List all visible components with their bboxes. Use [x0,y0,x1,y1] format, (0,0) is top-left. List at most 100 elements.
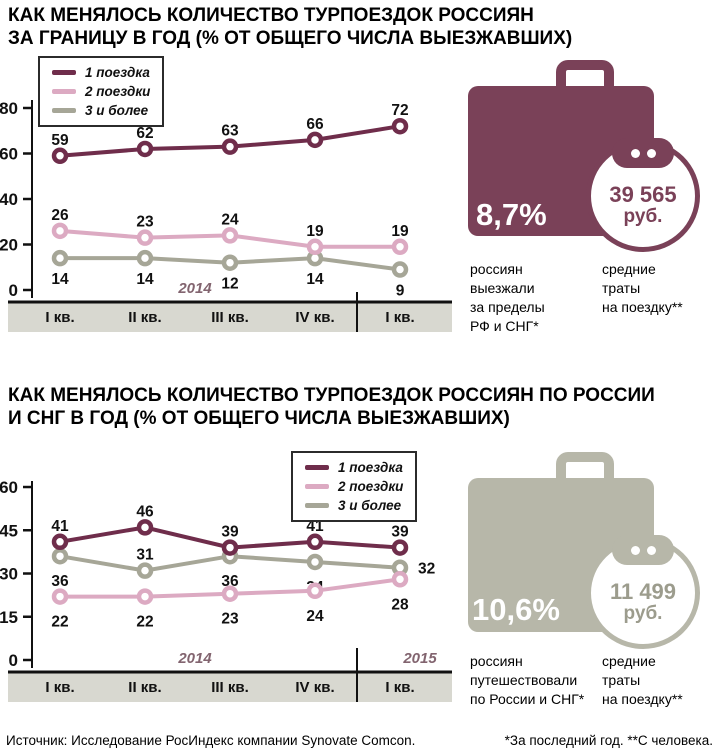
source-note: Источник: Исследование РосИндекс компани… [6,733,416,748]
svg-text:19: 19 [306,223,324,240]
avg-spend-domestic-currency: руб. [623,602,663,624]
svg-text:28: 28 [391,596,409,613]
svg-text:45: 45 [0,521,18,540]
stat-percent-domestic: 10,6% [472,592,560,627]
svg-text:2014: 2014 [177,650,212,667]
svg-text:60: 60 [0,145,18,164]
svg-text:23: 23 [136,214,154,231]
svg-text:59: 59 [51,132,69,149]
stat-percent-domestic-caption: россиян путешествовали по России и СНГ* [470,653,585,707]
avg-spend-domestic: 11 499 руб. [610,580,676,623]
legend-label-1-trip: 1 поездка [338,460,403,475]
legend-item: 1 поездка [52,65,150,80]
avg-spend-abroad-currency: руб. [623,205,663,227]
chart-domestic-title-line1: КАК МЕНЯЛОСЬ КОЛИЧЕСТВО ТУРПОЕЗДОК РОССИ… [8,385,655,406]
svg-text:IV кв.: IV кв. [295,309,334,326]
avg-spend-domestic-value: 11 499 [609,579,677,605]
chart-abroad-title: КАК МЕНЯЛОСЬ КОЛИЧЕСТВО ТУРПОЕЗДОК РОССИ… [8,4,708,50]
svg-text:19: 19 [391,223,409,240]
svg-text:9: 9 [396,283,405,300]
svg-text:36: 36 [221,573,239,590]
svg-text:22: 22 [136,614,153,631]
svg-text:14: 14 [306,271,324,288]
purse-clasp-icon [612,138,674,168]
clasp-dot [646,148,656,158]
abroad-trips-line-chart: I кв. II кв. III кв. IV кв. I кв. 80 60 40 20 0 20… [0,99,452,332]
legend-label-1-trip: 1 поездка [85,65,150,80]
svg-text:23: 23 [221,611,239,628]
svg-text:14: 14 [136,271,154,288]
svg-text:39: 39 [221,524,239,541]
svg-text:63: 63 [221,123,239,140]
svg-text:30: 30 [0,565,18,584]
legend-domestic: 1 поездка 2 поездки 3 и более [291,451,418,522]
svg-text:15: 15 [0,608,18,627]
svg-text:66: 66 [306,116,324,133]
svg-text:20: 20 [0,236,18,255]
legend-item: 3 и более [305,498,403,513]
chart-abroad-title-line1: КАК МЕНЯЛОСЬ КОЛИЧЕСТВО ТУРПОЕЗДОК РОССИ… [8,5,534,26]
clasp-dot [646,545,656,555]
purse-icon: 39 565 руб. [586,138,700,252]
domestic-trips-line-chart: I кв. II кв. III кв. IV кв. I кв. 60 45 30 15 0 20… [0,478,452,702]
svg-text:2015: 2015 [402,650,437,667]
svg-text:I кв.: I кв. [45,679,74,696]
clasp-dot [630,148,640,158]
legend-swatch-3-plus [305,503,329,508]
legend-abroad: 1 поездка 2 поездки 3 и более [38,56,165,127]
svg-text:40: 40 [0,190,18,209]
stat-percent-abroad-caption: россиян выезжали за пределы РФ и СНГ* [470,261,545,334]
legend-swatch-1-trip [52,70,76,75]
svg-text:72: 72 [391,102,408,119]
svg-text:II кв.: II кв. [128,309,161,326]
legend-label-2-trips: 2 поездки [85,84,151,99]
avg-spend-abroad: 39 565 руб. [609,183,676,226]
legend-swatch-2-trips [52,89,76,94]
legend-item: 1 поездка [305,460,403,475]
purse-clasp-icon [612,535,674,565]
legend-item: 2 поездки [305,479,403,494]
clasp-dot [630,545,640,555]
svg-text:39: 39 [391,524,409,541]
purse-icon: 11 499 руб. [586,535,700,649]
svg-text:III кв.: III кв. [211,679,249,696]
svg-text:IV кв.: IV кв. [295,679,334,696]
footnotes: *За последний год. **С человека. [504,733,713,748]
svg-text:I кв.: I кв. [385,679,414,696]
legend-swatch-3-plus [52,108,76,113]
legend-swatch-1-trip [305,465,329,470]
svg-text:26: 26 [51,207,69,224]
legend-swatch-2-trips [305,484,329,489]
svg-text:31: 31 [136,547,154,564]
avg-spend-abroad-caption: средние траты на поездку** [602,261,683,315]
svg-text:62: 62 [136,125,153,142]
svg-text:80: 80 [0,99,18,118]
svg-text:III кв.: III кв. [211,309,249,326]
chart-abroad-title-line2: ЗА ГРАНИЦУ В ГОД (% ОТ ОБЩЕГО ЧИСЛА ВЫЕЗ… [8,28,573,49]
svg-text:41: 41 [51,518,69,535]
svg-text:12: 12 [221,276,238,293]
svg-text:I кв.: I кв. [385,309,414,326]
svg-text:22: 22 [51,614,68,631]
svg-text:2014: 2014 [177,280,212,297]
svg-text:41: 41 [306,518,324,535]
svg-text:24: 24 [306,608,324,625]
chart-domestic-title-line2: И СНГ В ГОД (% ОТ ОБЩЕГО ЧИСЛА ВЫЕЗЖАВШИ… [8,408,510,429]
legend-item: 3 и более [52,103,150,118]
stat-percent-abroad: 8,7% [476,197,547,232]
svg-text:0: 0 [9,281,18,300]
legend-label-3-plus: 3 и более [338,498,402,513]
avg-spend-domestic-caption: средние траты на поездку** [602,653,683,707]
legend-label-3-plus: 3 и более [85,103,149,118]
svg-text:I кв.: I кв. [45,309,74,326]
legend-item: 2 поездки [52,84,150,99]
svg-text:24: 24 [221,211,239,228]
svg-text:II кв.: II кв. [128,679,161,696]
chart-domestic-title: КАК МЕНЯЛОСЬ КОЛИЧЕСТВО ТУРПОЕЗДОК РОССИ… [8,384,708,430]
avg-spend-abroad-value: 39 565 [609,182,677,208]
svg-text:36: 36 [51,573,69,590]
legend-label-2-trips: 2 поездки [338,479,404,494]
svg-text:14: 14 [51,271,69,288]
svg-text:32: 32 [418,561,435,578]
svg-text:0: 0 [9,651,18,670]
